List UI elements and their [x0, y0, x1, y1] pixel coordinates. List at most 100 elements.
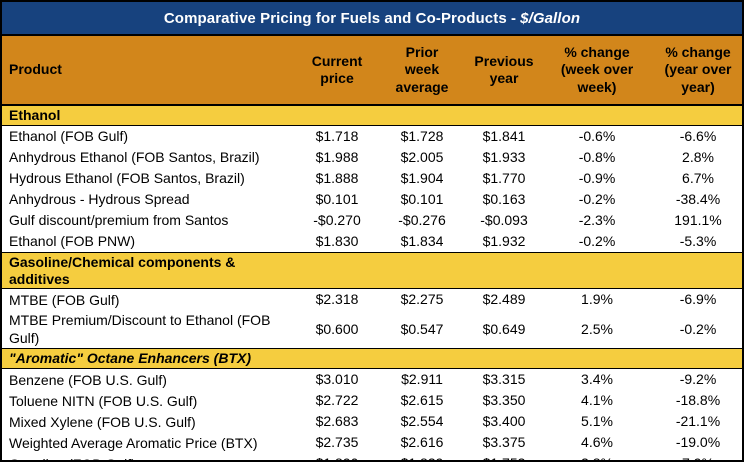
section-header-row: Ethanol	[2, 104, 742, 126]
column-header-row: Product Current price Prior week average Pr…	[2, 36, 742, 106]
wow-change-cell: 5.1%	[581, 413, 613, 430]
current-price-cell: $2.683	[315, 413, 359, 430]
previous-year-cell: -$0.093	[480, 211, 528, 228]
product-column-header: Product	[2, 36, 294, 106]
current-price-cell: $1.988	[315, 148, 359, 165]
yoy-change-cell: 7.9%	[650, 453, 742, 460]
prior-week-cell: $2.275	[400, 291, 444, 308]
previous-year-cell: $3.400	[482, 413, 526, 430]
prior-week-cell: $1.839	[380, 453, 464, 460]
yoy-change-cell: 191.1%	[674, 211, 722, 228]
page-title-text: Comparative Pricing for Fuels and Co-Pro…	[163, 9, 517, 27]
section-header-row: Gasoline/Chemical components & additives	[2, 251, 742, 290]
product-name: Ethanol (FOB Gulf)	[9, 128, 129, 145]
section-header-row: "Aromatic" Octane Enhancers (BTX)	[2, 348, 742, 370]
product-name: Gulf discount/premium from Santos	[9, 212, 229, 229]
section-header-label: Ethanol	[2, 104, 742, 126]
prior-week-cell: $2.911	[401, 371, 443, 388]
yoy-change-cell: -5.3%	[679, 232, 717, 249]
product-name: Benzene (FOB U.S. Gulf)	[9, 371, 167, 388]
current-price-cell: $0.101	[315, 190, 359, 207]
wow-change-column-header: % change (week over week)	[544, 36, 650, 106]
previous-year-cell: $1.841	[482, 127, 526, 144]
table-row: Gulf discount/premium from Santos -$0.270…	[2, 210, 742, 231]
table-row: Mixed Xylene (FOB U.S. Gulf) $2.683 $2.554…	[2, 411, 742, 432]
product-name: Anhydrous - Hydrous Spread	[9, 191, 190, 208]
product-name: Mixed Xylene (FOB U.S. Gulf)	[9, 413, 196, 430]
table-row: Gasoline (FOB Gulf)$1.890$1.839$1.7532.8…	[2, 453, 742, 460]
previous-year-cell: $1.932	[482, 232, 526, 249]
yoy-change-cell: 2.8%	[682, 148, 714, 165]
product-name: MTBE Premium/Discount to Ethanol (FOB Gu…	[9, 312, 271, 347]
previous-year-cell: $1.770	[482, 169, 526, 186]
previous-year-cell: $0.163	[482, 190, 526, 207]
current-price-cell: $0.600	[315, 320, 359, 337]
current-price-cell: $1.830	[315, 232, 359, 249]
product-name: Anhydrous Ethanol (FOB Santos, Brazil)	[9, 149, 260, 166]
previous-year-cell: $3.350	[482, 392, 526, 409]
yoy-change-column-header: % change (year over year)	[650, 36, 742, 106]
yoy-change-cell: -18.8%	[675, 392, 721, 409]
product-name: Weighted Average Aromatic Price (BTX)	[9, 434, 258, 451]
section-header-label: Gasoline/Chemical components & additives	[2, 251, 742, 290]
current-price-cell: $1.718	[315, 127, 359, 144]
yoy-change-cell: -6.9%	[679, 291, 717, 308]
page-title: Comparative Pricing for Fuels and Co-Pro…	[2, 2, 742, 36]
prior-week-cell: $2.554	[400, 413, 444, 430]
product-name: MTBE (FOB Gulf)	[9, 291, 120, 308]
previous-year-cell: $3.315	[482, 371, 526, 388]
wow-change-cell: -0.6%	[578, 127, 616, 144]
wow-change-cell: 1.9%	[581, 291, 613, 308]
wow-change-cell: -0.8%	[578, 148, 616, 165]
page-title-unit: $/Gallon	[520, 9, 581, 27]
current-price-cell: $2.318	[315, 291, 359, 308]
yoy-change-cell: -9.2%	[679, 371, 717, 388]
previous-year-column-header: Previous year	[464, 36, 544, 106]
table-row: Benzene (FOB U.S. Gulf) $3.010 $2.911 $3.31…	[2, 369, 742, 391]
wow-change-cell: 4.1%	[581, 392, 613, 409]
prior-week-cell: -$0.276	[398, 211, 446, 228]
yoy-change-cell: -38.4%	[675, 190, 721, 207]
wow-change-cell: 2.5%	[581, 320, 613, 337]
prior-week-cell: $0.101	[400, 190, 444, 207]
table-row: Weighted Average Aromatic Price (BTX) $2.…	[2, 432, 742, 453]
previous-year-cell: $2.489	[482, 291, 526, 308]
current-price-column-header: Current price	[294, 36, 380, 106]
wow-change-cell: -0.2%	[578, 190, 616, 207]
prior-week-cell: $2.005	[400, 148, 444, 165]
pricing-table-body: Ethanol Ethanol (FOB Gulf) $1.718 $1.728 $1.…	[2, 104, 742, 460]
prior-week-cell: $2.615	[400, 392, 444, 409]
prior-week-cell: $0.547	[400, 320, 444, 337]
prior-week-cell: $1.834	[400, 232, 444, 249]
current-price-cell: $1.888	[315, 169, 359, 186]
wow-change-cell: -2.3%	[578, 211, 616, 228]
table-row: Toluene NITN (FOB U.S. Gulf) $2.722 $2.615…	[2, 390, 742, 411]
current-price-cell: -$0.270	[313, 211, 361, 228]
table-row: Ethanol (FOB Gulf) $1.718 $1.728 $1.841 -0.6…	[2, 125, 742, 147]
previous-year-cell: $1.933	[482, 148, 526, 165]
yoy-change-cell: -6.6%	[679, 127, 717, 144]
previous-year-cell: $1.753	[464, 453, 544, 460]
wow-change-cell: 4.6%	[581, 434, 613, 451]
wow-change-cell: -0.9%	[578, 169, 616, 186]
table-row: Ethanol (FOB PNW) $1.830 $1.834 $1.932 -0.2%…	[2, 231, 742, 253]
product-name: Hydrous Ethanol (FOB Santos, Brazil)	[9, 170, 245, 187]
product-name: Gasoline (FOB Gulf)	[2, 453, 294, 460]
wow-change-cell: 2.8%	[544, 453, 650, 460]
yoy-change-cell: -0.2%	[679, 320, 717, 337]
prior-week-cell: $1.904	[400, 169, 444, 186]
previous-year-cell: $0.649	[482, 320, 526, 337]
current-price-cell: $2.722	[315, 392, 359, 409]
current-price-cell: $3.010	[315, 371, 359, 388]
wow-change-cell: -0.2%	[578, 232, 616, 249]
current-price-cell: $2.735	[315, 434, 359, 451]
yoy-change-cell: -21.1%	[675, 413, 721, 430]
previous-year-cell: $3.375	[482, 434, 526, 451]
section-header-label: "Aromatic" Octane Enhancers (BTX)	[2, 348, 742, 370]
product-name: Ethanol (FOB PNW)	[9, 233, 136, 250]
table-row: MTBE (FOB Gulf) $2.318 $2.275 $2.489 1.9% -6.…	[2, 289, 742, 311]
table-row: MTBE Premium/Discount to Ethanol (FOB Gu…	[2, 310, 742, 349]
product-name: Toluene NITN (FOB U.S. Gulf)	[9, 392, 198, 409]
pricing-table: Product Current price Prior week average Pr…	[2, 36, 742, 460]
table-row: Anhydrous Ethanol (FOB Santos, Brazil) $1…	[2, 147, 742, 168]
